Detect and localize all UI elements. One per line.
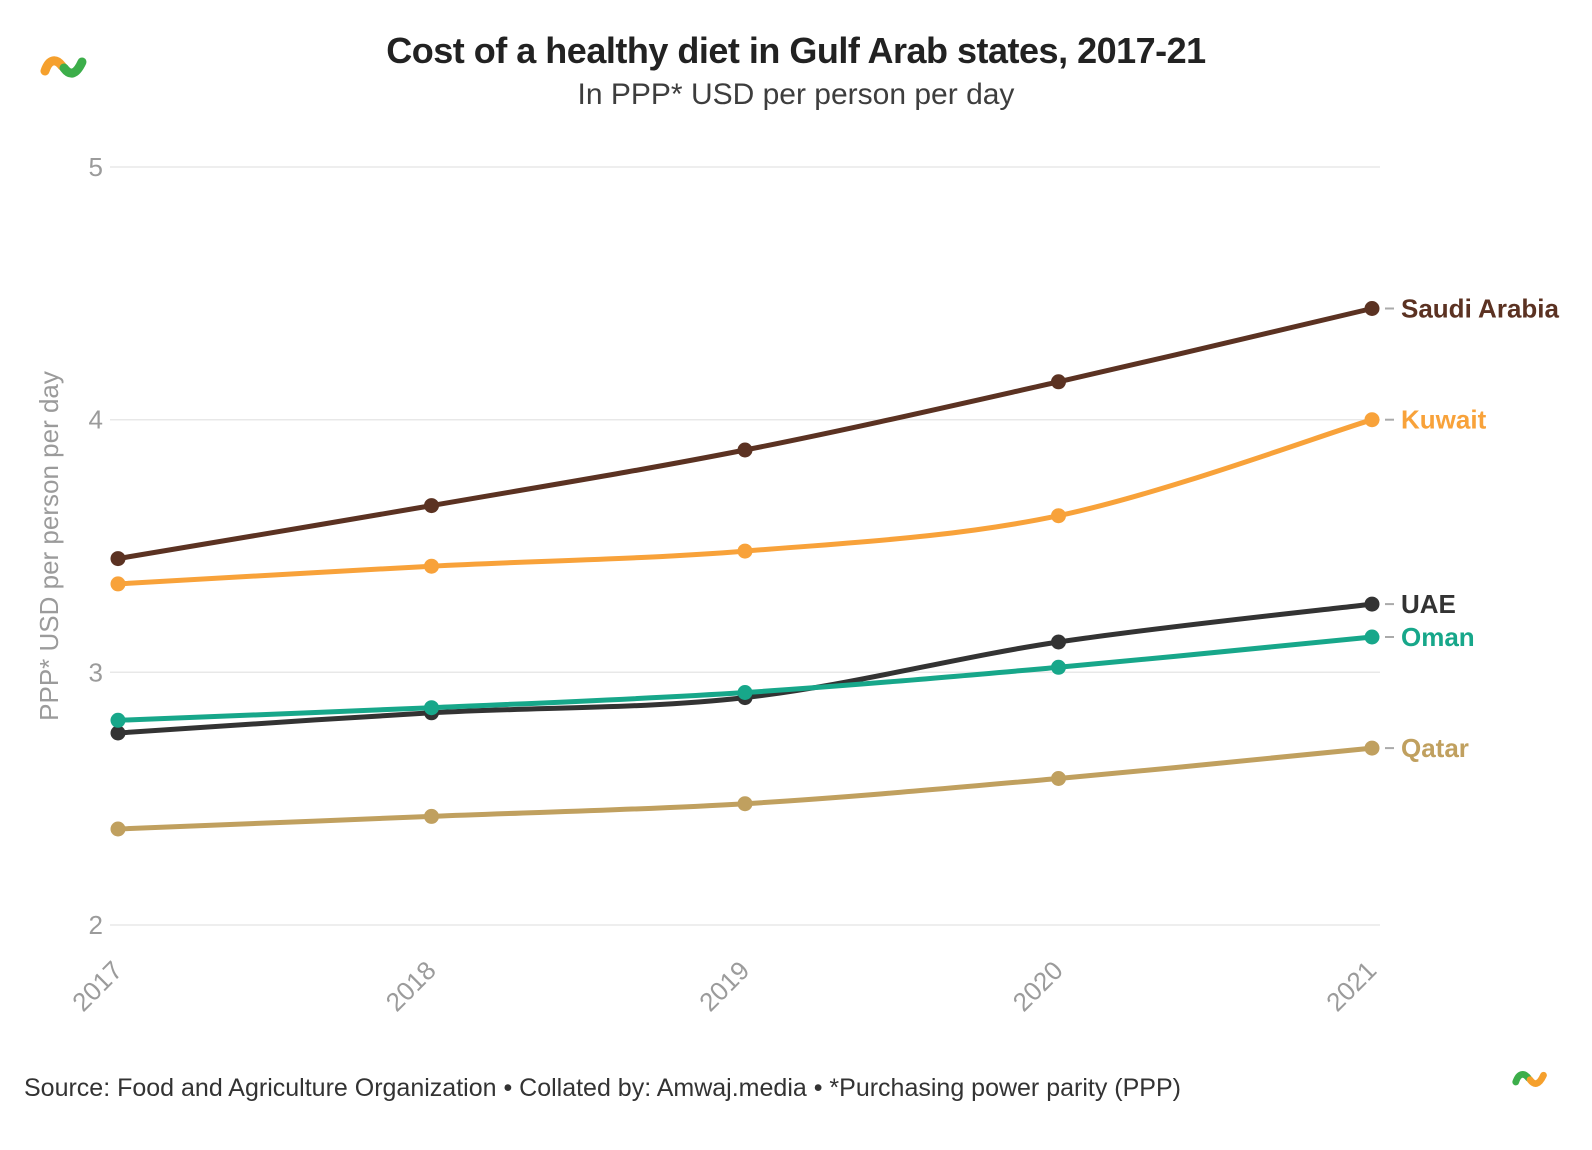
amwaj-logo — [40, 50, 88, 89]
point-qatar — [1051, 771, 1066, 786]
point-saudi-arabia — [424, 498, 439, 514]
point-saudi-arabia — [1364, 301, 1380, 316]
point-oman — [737, 685, 753, 700]
chart-header: Cost of a healthy diet in Gulf Arab stat… — [0, 30, 1592, 112]
series-label-oman: Oman — [1401, 622, 1475, 652]
logo-orange-wave — [1526, 1071, 1547, 1087]
point-qatar — [424, 808, 439, 824]
point-qatar — [110, 821, 126, 837]
y-axis-title: PPP* USD per person per day — [34, 371, 64, 721]
y-tick-label: 4 — [89, 405, 103, 435]
series-label-saudi-arabia: Saudi Arabia — [1401, 294, 1560, 324]
point-kuwait — [110, 576, 126, 592]
x-tick-label: 2021 — [1320, 955, 1382, 1017]
x-tick-label: 2018 — [380, 955, 442, 1017]
series-label-kuwait: Kuwait — [1401, 405, 1487, 435]
point-qatar — [737, 796, 753, 812]
y-tick-label: 5 — [89, 152, 103, 182]
point-kuwait — [1051, 508, 1066, 524]
line-saudi-arabia — [115, 306, 1375, 562]
point-saudi-arabia — [1051, 374, 1066, 390]
point-qatar — [1364, 740, 1380, 756]
y-tick-label: 3 — [89, 657, 103, 687]
point-oman — [110, 712, 126, 728]
point-uae — [110, 725, 126, 741]
amwaj-logo-mark — [40, 56, 87, 78]
source-note: Source: Food and Agriculture Organizatio… — [24, 1074, 1181, 1102]
x-tick-label: 2020 — [1007, 955, 1069, 1017]
amwaj-logo-footer — [1512, 1066, 1548, 1097]
point-uae — [1364, 596, 1380, 612]
y-tick-label: 2 — [89, 910, 103, 940]
point-saudi-arabia — [110, 551, 126, 567]
series-label-uae: UAE — [1401, 589, 1456, 619]
point-kuwait — [737, 543, 753, 559]
point-oman — [424, 700, 439, 716]
point-uae — [1051, 634, 1066, 650]
logo-orange-wave — [40, 56, 67, 76]
chart-title: Cost of a healthy diet in Gulf Arab stat… — [386, 30, 1206, 71]
series-label-qatar: Qatar — [1401, 733, 1469, 763]
point-oman — [1051, 659, 1066, 675]
logo-green-wave — [59, 57, 87, 78]
line-qatar — [115, 745, 1375, 832]
point-oman — [1364, 629, 1380, 645]
line-oman — [115, 634, 1375, 723]
x-tick-label: 2017 — [66, 955, 128, 1017]
amwaj-logo-footer-mark — [1512, 1071, 1547, 1087]
x-tick-label: 2019 — [693, 955, 755, 1017]
logo-green-wave — [1512, 1071, 1532, 1086]
point-kuwait — [424, 558, 439, 574]
point-kuwait — [1364, 412, 1380, 428]
chart-subtitle: In PPP* USD per person per day — [577, 78, 1015, 111]
point-saudi-arabia — [737, 442, 753, 458]
